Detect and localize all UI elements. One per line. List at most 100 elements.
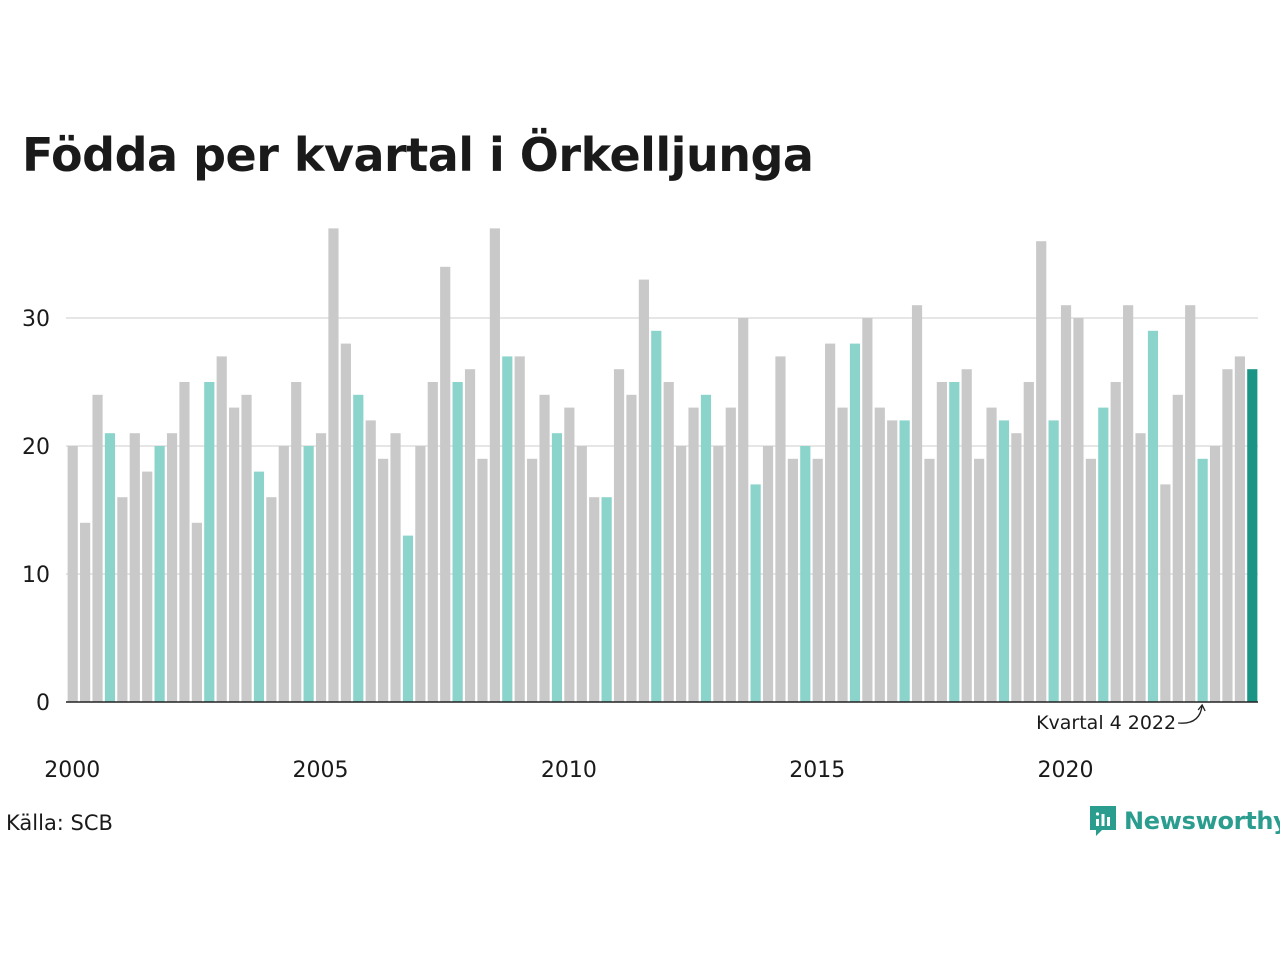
bar <box>713 446 724 702</box>
bar <box>1247 369 1258 702</box>
bar <box>887 420 898 702</box>
bar <box>253 471 265 702</box>
newsworthy-logo-icon <box>1090 806 1116 836</box>
bar <box>278 446 289 702</box>
y-tick-label: 0 <box>36 691 50 716</box>
bar <box>551 433 563 702</box>
x-tick-label: 2020 <box>1038 758 1094 783</box>
bar <box>626 394 637 702</box>
bar <box>576 446 587 702</box>
bar <box>365 420 376 702</box>
x-tick-label: 2015 <box>789 758 845 783</box>
bar <box>154 446 165 702</box>
bar <box>291 382 302 702</box>
bar <box>725 407 736 702</box>
y-tick-label: 20 <box>22 435 50 460</box>
bar <box>390 433 401 702</box>
bar <box>229 407 240 702</box>
bar <box>1098 407 1109 702</box>
bar <box>1209 446 1221 702</box>
x-tick-label: 2000 <box>44 758 100 783</box>
bar <box>216 356 227 702</box>
bar <box>862 318 873 702</box>
bar <box>179 382 190 702</box>
bar <box>539 394 550 702</box>
bar <box>775 356 786 702</box>
bar <box>1160 484 1171 702</box>
bar <box>1036 241 1047 702</box>
bar <box>303 446 314 702</box>
bar <box>762 446 774 702</box>
bar <box>1023 382 1034 702</box>
bar <box>142 471 153 702</box>
bar <box>911 305 923 702</box>
bar <box>812 458 823 702</box>
bar <box>750 484 761 702</box>
bar <box>589 497 600 702</box>
y-axis-ticks: 0 10 20 30 <box>22 307 50 716</box>
bar <box>266 497 277 702</box>
bar <box>874 407 885 702</box>
bar <box>340 343 351 702</box>
bar <box>1197 458 1208 702</box>
bar-series <box>67 228 1258 702</box>
bar <box>949 382 960 702</box>
bar <box>67 446 78 702</box>
bar <box>974 458 985 702</box>
brand-logo: Newsworthy <box>1088 804 1280 838</box>
bar <box>353 394 364 702</box>
bar <box>924 458 935 702</box>
bar <box>104 433 116 702</box>
bar <box>328 228 339 702</box>
bar <box>489 228 500 702</box>
bar <box>663 382 674 702</box>
bar <box>1147 330 1159 702</box>
bar <box>80 522 91 702</box>
bar <box>849 343 861 702</box>
bar <box>825 343 836 702</box>
x-tick-label: 2005 <box>293 758 349 783</box>
annotation-arrow <box>1178 703 1206 724</box>
bar <box>601 497 612 702</box>
bar <box>452 382 463 702</box>
y-tick-label: 30 <box>22 307 50 332</box>
bar <box>1048 420 1059 702</box>
bar <box>676 446 687 702</box>
bar <box>378 458 389 702</box>
bar <box>936 382 947 702</box>
x-axis-ticks: 2000 2005 2010 2015 2020 <box>44 758 1093 783</box>
bar-chart: 0 10 20 30 2000 2005 2010 2015 2020 Kvartal 4 2… <box>22 228 1258 783</box>
bar <box>1123 305 1134 702</box>
x-tick-label: 2010 <box>541 758 597 783</box>
latest-annotation: Kvartal 4 2022 <box>1036 703 1206 734</box>
bar <box>241 394 252 702</box>
bar <box>415 446 426 702</box>
bar <box>899 420 910 702</box>
bar <box>613 369 625 702</box>
bar <box>92 394 103 702</box>
bar <box>440 266 451 702</box>
bar <box>651 330 662 702</box>
bar <box>1135 433 1146 702</box>
bar <box>787 458 798 702</box>
chart-title: Födda per kvartal i Örkelljunga <box>22 128 814 182</box>
bar <box>191 522 202 702</box>
bar <box>427 382 438 702</box>
bar <box>1073 318 1084 702</box>
bar <box>166 433 178 702</box>
bar <box>564 407 575 702</box>
bar <box>514 356 525 702</box>
bar <box>700 394 712 702</box>
bar <box>998 420 1010 702</box>
source-note: Källa: SCB <box>6 811 113 835</box>
bar <box>1172 394 1183 702</box>
bar <box>738 318 749 702</box>
bar <box>1110 382 1121 702</box>
bar <box>117 497 128 702</box>
bar <box>688 407 699 702</box>
bar <box>402 535 414 702</box>
bar <box>477 458 488 702</box>
bar <box>1222 369 1233 702</box>
bar <box>1060 305 1072 702</box>
bar <box>800 446 811 702</box>
